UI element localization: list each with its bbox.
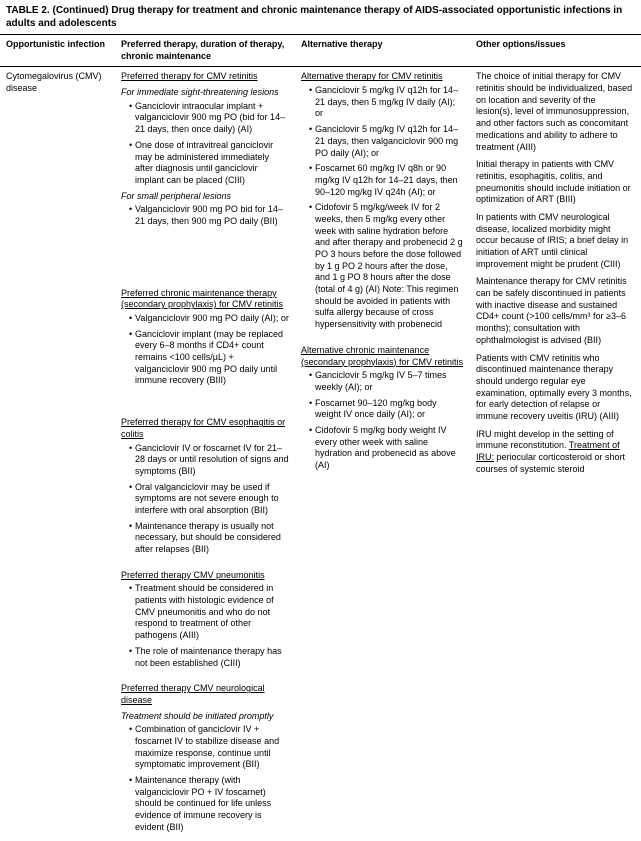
c2-s3-b1: Ganciclovir IV or foscarnet IV for 21–28… (129, 443, 289, 478)
c3-s2-b3: Cidofovir 5 mg/kg body weight IV every o… (309, 425, 464, 472)
header-col2: Preferred therapy, duration of therapy, … (115, 35, 295, 66)
c2-s5-b2: Maintenance therapy (with valganciclovir… (129, 775, 289, 833)
c2-s2-b2: Ganciclovir implant (may be replaced eve… (129, 329, 289, 387)
c4-p1: The choice of initial therapy for CMV re… (476, 71, 634, 153)
c2-s3-head: Preferred therapy for CMV esophagitis or… (121, 417, 289, 440)
c4-p6: IRU might develop in the setting of immu… (476, 429, 634, 476)
c2-s5-head: Preferred therapy CMV neurological disea… (121, 683, 289, 706)
c2-s1-b1: Ganciclovir intraocular implant + valgan… (129, 101, 289, 136)
c3-s2-head: Alternative chronic maintenance (seconda… (301, 345, 464, 368)
body-row: Cytomegalovirus (CMV) disease Preferred … (0, 67, 641, 841)
header-col3: Alternative therapy (295, 35, 470, 66)
c3-s1-head: Alternative therapy for CMV retinitis (301, 71, 464, 83)
c3-s1-b3: Foscarnet 60 mg/kg IV q8h or 90 mg/kg IV… (309, 163, 464, 198)
alternative-cell: Alternative therapy for CMV retinitis Ga… (295, 67, 470, 841)
infection-cell: Cytomegalovirus (CMV) disease (0, 67, 115, 841)
c2-s4-b1: Treatment should be considered in patien… (129, 583, 289, 641)
header-row: Opportunistic infection Preferred therap… (0, 35, 641, 67)
c2-s3-b2: Oral valganciclovir may be used if sympt… (129, 482, 289, 517)
table-title: TABLE 2. (Continued) Drug therapy for tr… (0, 0, 641, 35)
c2-s4-head: Preferred therapy CMV pneumonitis (121, 570, 289, 582)
c4-p3: In patients with CMV neurological diseas… (476, 212, 634, 270)
c3-s2-b2: Foscarnet 90–120 mg/kg body weight IV on… (309, 398, 464, 421)
c2-s1-sub1: For immediate sight-threatening lesions (121, 87, 289, 99)
c3-s1-b4: Cidofovir 5 mg/kg/week IV for 2 weeks, t… (309, 202, 464, 331)
c4-p6b: periocular corticosteroid or short cours… (476, 452, 625, 474)
c2-s5-b1: Combination of ganciclovir IV + foscarne… (129, 724, 289, 771)
c2-s4-b2: The role of maintenance therapy has not … (129, 646, 289, 669)
c2-s3-b3: Maintenance therapy is usually not neces… (129, 521, 289, 556)
c2-s1-sub2: For small peripheral lesions (121, 191, 289, 203)
c2-s1-b2: One dose of intravitreal ganciclovir may… (129, 140, 289, 187)
options-cell: The choice of initial therapy for CMV re… (470, 67, 640, 841)
header-col1: Opportunistic infection (0, 35, 115, 66)
c2-s5-sub1: Treatment should be initiated promptly (121, 711, 289, 723)
c2-s2-head: Preferred chronic maintenance therapy (s… (121, 288, 289, 311)
preferred-cell: Preferred therapy for CMV retinitis For … (115, 67, 295, 841)
c2-s1-head: Preferred therapy for CMV retinitis (121, 71, 289, 83)
c2-s2-b1: Valganciclovir 900 mg PO daily (AI); or (129, 313, 289, 325)
c3-s1-b1: Ganciclovir 5 mg/kg IV q12h for 14–21 da… (309, 85, 464, 120)
c4-p2: Initial therapy in patients with CMV ret… (476, 159, 634, 206)
c3-s1-b2: Ganciclovir 5 mg/kg IV q12h for 14–21 da… (309, 124, 464, 159)
c3-s2-b1: Ganciclovir 5 mg/kg IV 5–7 times weekly … (309, 370, 464, 393)
c2-s1-b3: Valganciclovir 900 mg PO bid for 14–21 d… (129, 204, 289, 227)
header-col4: Other options/issues (470, 35, 640, 66)
c4-p4: Maintenance therapy for CMV retinitis ca… (476, 276, 634, 346)
c4-p5: Patients with CMV retinitis who disconti… (476, 353, 634, 423)
